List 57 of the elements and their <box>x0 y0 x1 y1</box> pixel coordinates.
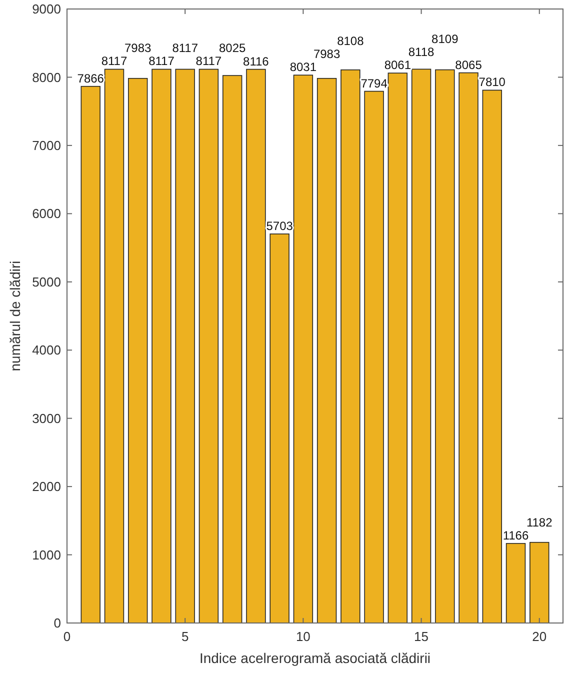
data-label: 8061 <box>384 58 412 72</box>
bar <box>270 234 290 624</box>
bar <box>458 72 478 624</box>
data-label: 8025 <box>218 41 246 56</box>
data-label: 7810 <box>478 75 506 90</box>
x-tick-label: 15 <box>414 629 429 644</box>
bar <box>198 68 219 624</box>
x-tick-label: 5 <box>181 629 189 644</box>
data-label: 8109 <box>432 32 459 46</box>
data-label: 1182 <box>526 515 553 530</box>
data-label: 8117 <box>172 41 198 56</box>
y-axis-title: numărul de clădiri <box>7 260 23 372</box>
bar <box>293 74 314 624</box>
y-tick-label: 3000 <box>32 410 61 426</box>
bar <box>482 90 502 624</box>
data-label: 7983 <box>124 41 152 56</box>
data-label: 8117 <box>101 54 128 68</box>
bar <box>104 68 124 624</box>
data-label: 8117 <box>196 54 222 68</box>
y-tick-label: 2000 <box>32 479 61 494</box>
y-tick-label: 8000 <box>32 70 61 85</box>
y-tick-label: 0 <box>54 616 61 631</box>
data-label: 1166 <box>502 528 529 542</box>
data-label: 8108 <box>337 34 364 48</box>
y-tick-label: 4000 <box>32 342 61 358</box>
data-label: 8117 <box>148 54 175 68</box>
data-label: 7983 <box>313 47 340 62</box>
bar <box>316 78 337 624</box>
bar <box>388 72 408 624</box>
bar <box>128 78 148 624</box>
data-label: 5703 <box>266 218 294 233</box>
bar <box>435 69 455 624</box>
bar <box>530 542 550 624</box>
data-label: 7794 <box>360 76 388 90</box>
y-tick-label: 7000 <box>32 138 61 153</box>
y-tick-label: 5000 <box>32 274 61 290</box>
data-label: 8031 <box>290 60 317 74</box>
x-tick-label: 0 <box>63 629 71 644</box>
bar <box>246 68 266 624</box>
bar <box>364 90 384 624</box>
bar <box>340 69 360 624</box>
x-axis-title: Indice acelrerogramă asociată clădirii <box>199 650 431 666</box>
data-label: 7866 <box>77 71 104 86</box>
x-tick-label: 20 <box>532 629 547 644</box>
bar <box>152 68 172 624</box>
y-tick-label: 1000 <box>32 547 61 562</box>
bar <box>411 68 432 624</box>
bar <box>222 75 242 624</box>
y-tick-label: 9000 <box>32 2 61 17</box>
data-label: 8118 <box>408 45 435 60</box>
bar <box>175 68 195 624</box>
y-tick-label: 6000 <box>32 206 61 222</box>
bar <box>80 86 100 624</box>
data-label: 8065 <box>455 58 482 72</box>
bar <box>506 543 526 624</box>
data-label: 8116 <box>243 54 270 68</box>
x-tick-label: 10 <box>296 629 310 644</box>
